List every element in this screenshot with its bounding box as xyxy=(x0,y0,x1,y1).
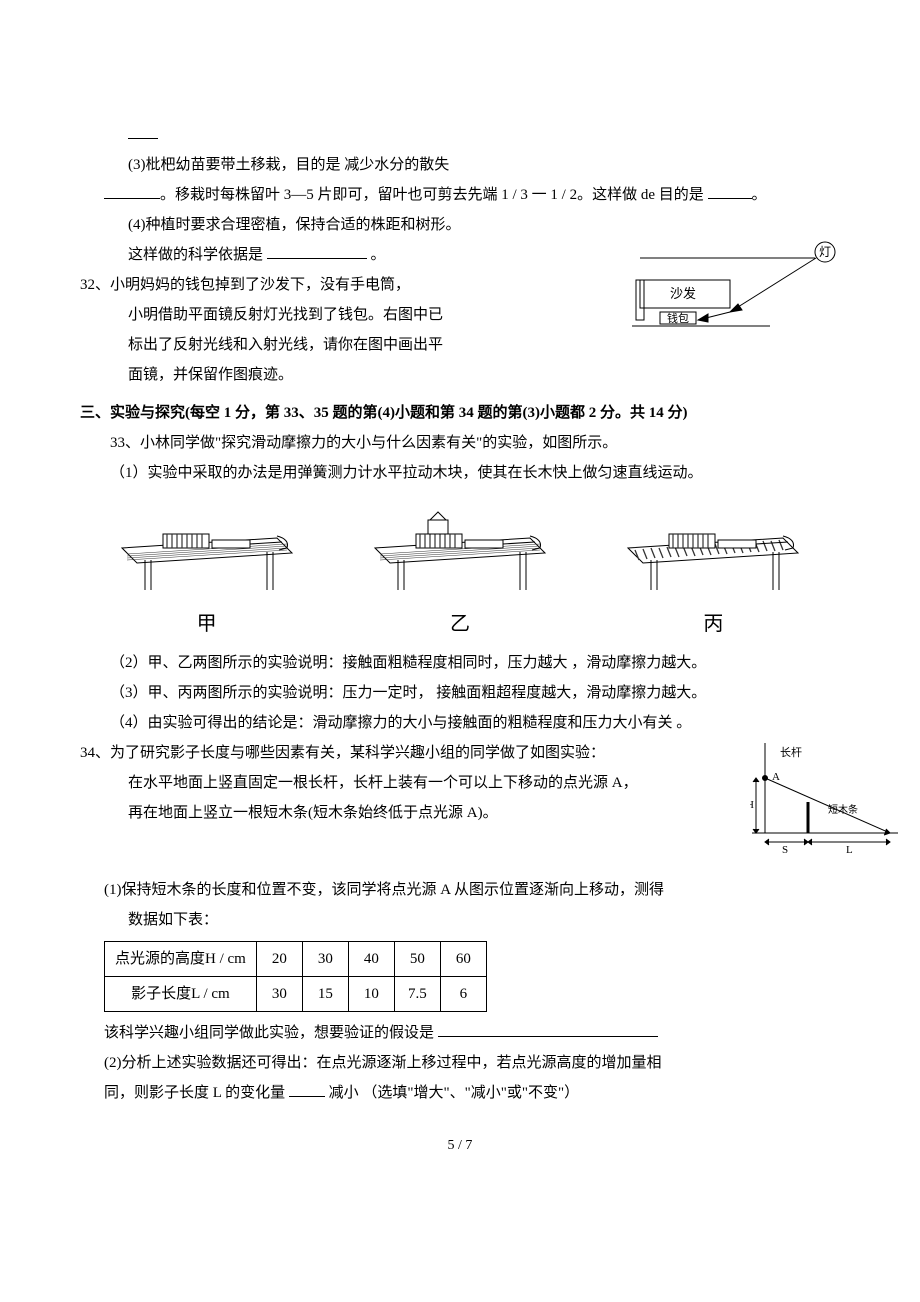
H-label: H xyxy=(750,799,754,811)
page-content: (3)枇杷幼苗要带土移栽，目的是 减少水分的散失 。移栽时每株留叶 3—5 片即… xyxy=(80,120,840,1160)
q33-block: 33、小林同学做"探究滑动摩擦力的大小与什么因素有关"的实验，如图所示。 （1）… xyxy=(80,428,840,738)
q33-p3: （3）甲、丙两图所示的实验说明：压力一定时， 接触面粗超程度越大，滑动摩擦力越大… xyxy=(80,678,840,708)
friction-fig-3: 丙 xyxy=(623,498,803,644)
q31-p3c: 。 xyxy=(752,187,767,203)
table-cell: 20 xyxy=(256,942,302,977)
q31-p4a: (4)种植时要求合理密植，保持合适的株距和树形。 xyxy=(128,210,840,240)
q33-p1: （1）实验中采取的办法是用弹簧测力计水平拉动木块，使其在长木快上做匀速直线运动。 xyxy=(80,458,840,488)
sofa-label: 沙发 xyxy=(670,286,696,301)
shadow-diagram: A 长杆 短木条 H S L xyxy=(750,738,900,869)
table-cell: 60 xyxy=(440,942,486,977)
q31-p3b: 。移栽时每株留叶 3—5 片即可，留叶也可剪去先端 1 / 3 一 1 / 2。… xyxy=(160,187,704,203)
stick-label: 短木条 xyxy=(828,803,858,816)
table-header-2: 影子长度L / cm xyxy=(105,977,257,1012)
table-row: 点光源的高度H / cm 20 30 40 50 60 xyxy=(105,942,487,977)
lamp-label: 灯 xyxy=(819,245,831,259)
q34-p2-line: 同，则影子长度 L 的变化量 减小 （选填"增大"、"减小"或"不变"） xyxy=(104,1078,840,1108)
q33-intro: 小林同学做"探究滑动摩擦力的大小与什么因素有关"的实验，如图所示。 xyxy=(140,435,617,451)
q34-p2c: 减小 （选填"增大"、"减小"或"不变"） xyxy=(329,1085,580,1101)
table-cell: 7.5 xyxy=(394,977,440,1012)
q34-p1a: (1)保持短木条的长度和位置不变，该同学将点光源 A 从图示位置逐渐向上移动，测… xyxy=(104,875,840,905)
q34-intro-line: 34、为了研究影子长度与哪些因素有关，某科学兴趣小组的同学做了如图实验： xyxy=(104,738,840,768)
fig-label-3: 丙 xyxy=(623,604,803,644)
table-cell: 50 xyxy=(394,942,440,977)
pole-label: 长杆 xyxy=(780,745,802,759)
q31-p4c: 。 xyxy=(371,247,386,263)
table-cell: 30 xyxy=(302,942,348,977)
q34-intro: 为了研究影子长度与哪些因素有关，某科学兴趣小组的同学做了如图实验： xyxy=(110,745,605,761)
q31-p3b-line: 。移栽时每株留叶 3—5 片即可，留叶也可剪去先端 1 / 3 一 1 / 2。… xyxy=(104,180,840,210)
q33-num: 33、 xyxy=(110,435,140,451)
table-cell: 40 xyxy=(348,942,394,977)
table-cell: 10 xyxy=(348,977,394,1012)
page-footer: 5 / 7 xyxy=(80,1132,840,1160)
q31-p4b: 这样做的科学依据是 xyxy=(128,247,263,263)
q34-block: 34、为了研究影子长度与哪些因素有关，某科学兴趣小组的同学做了如图实验： 在水平… xyxy=(80,738,840,1108)
table-cell: 30 xyxy=(256,977,302,1012)
fig-label-2: 乙 xyxy=(370,604,550,644)
wallet-label: 钱包 xyxy=(667,311,689,325)
table-row: 影子长度L / cm 30 15 10 7.5 6 xyxy=(105,977,487,1012)
q31-p3a: (3)枇杷幼苗要带土移栽，目的是 减少水分的散失 xyxy=(128,150,840,180)
table-header-1: 点光源的高度H / cm xyxy=(105,942,257,977)
q34-p1c-line: 该科学兴趣小组同学做此实验，想要验证的假设是 xyxy=(104,1018,840,1048)
fig-label-1: 甲 xyxy=(117,604,297,644)
q31-line-dash xyxy=(128,120,840,150)
L-label: L xyxy=(846,844,853,856)
q34-p1c: 该科学兴趣小组同学做此实验，想要验证的假设是 xyxy=(104,1025,434,1041)
q32-num: 32、 xyxy=(80,277,110,293)
friction-fig-2: 乙 xyxy=(370,498,550,644)
q33-p2: （2）甲、乙两图所示的实验说明：接触面粗糙程度相同时，压力越大 ，滑动摩擦力越大… xyxy=(80,648,840,678)
q33-intro-line: 33、小林同学做"探究滑动摩擦力的大小与什么因素有关"的实验，如图所示。 xyxy=(80,428,840,458)
section3-head: 三、实验与探究(每空 1 分，第 33、35 题的第(4)小题和第 34 题的第… xyxy=(80,398,840,428)
table-cell: 6 xyxy=(440,977,486,1012)
q34-l3: 再在地面上竖立一根短木条(短木条始终低于点光源 A)。 xyxy=(128,798,840,828)
q33-p4: （4）由实验可得出的结论是：滑动摩擦力的大小与接触面的粗糙程度和压力大小有关 。 xyxy=(80,708,840,738)
q34-l2: 在水平地面上竖直固定一根长杆，长杆上装有一个可以上下移动的点光源 A， xyxy=(128,768,840,798)
q34-num: 34、 xyxy=(80,745,110,761)
q34-p2b: 同，则影子长度 L 的变化量 xyxy=(104,1085,285,1101)
q32-l1: 小明妈妈的钱包掉到了沙发下，没有手电筒， xyxy=(110,277,410,293)
q34-p2a: (2)分析上述实验数据还可得出：在点光源逐渐上移过程中，若点光源高度的增加量相 xyxy=(104,1048,840,1078)
data-table: 点光源的高度H / cm 20 30 40 50 60 影子长度L / cm 3… xyxy=(104,941,487,1012)
friction-figure-row: 甲 xyxy=(80,498,840,644)
sofa-lamp-diagram: 灯 沙发 钱包 xyxy=(630,240,840,371)
q31-block: (3)枇杷幼苗要带土移栽，目的是 减少水分的散失 。移栽时每株留叶 3—5 片即… xyxy=(80,120,840,270)
S-label: S xyxy=(782,844,788,856)
friction-fig-1: 甲 xyxy=(117,498,297,644)
table-cell: 15 xyxy=(302,977,348,1012)
q34-p1b: 数据如下表： xyxy=(128,905,840,935)
